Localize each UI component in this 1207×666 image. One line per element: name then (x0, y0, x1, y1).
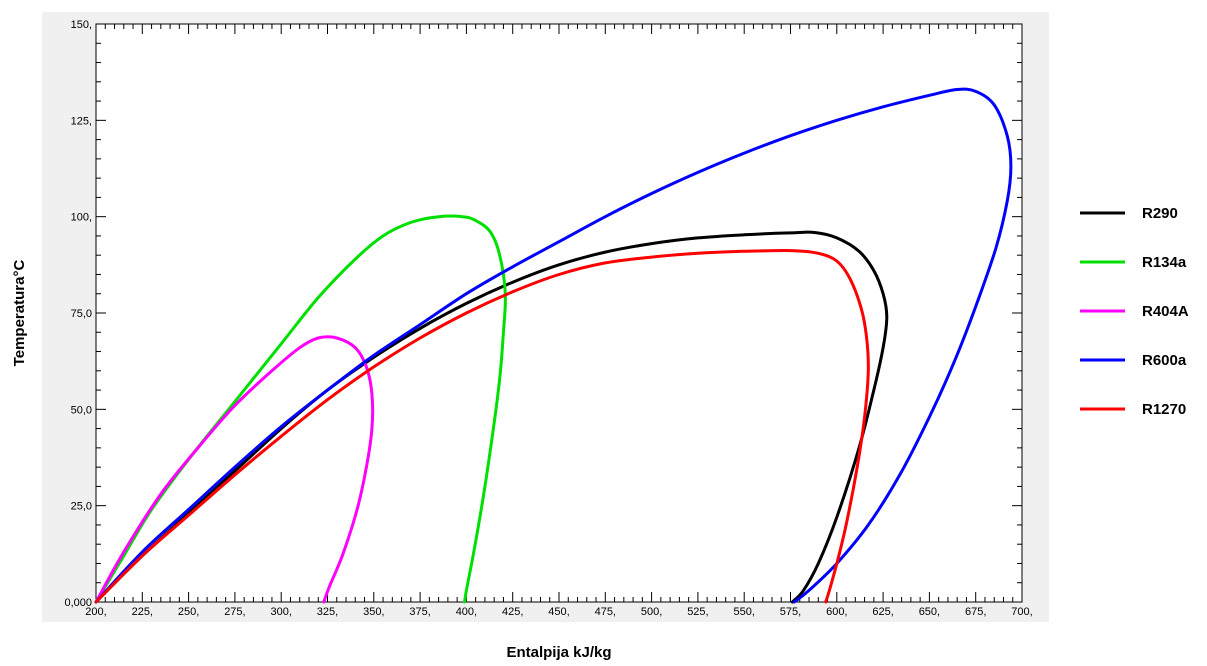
series-line-r404a (94, 335, 375, 604)
x-tick-label: 325, (317, 606, 338, 618)
legend-label-r134a: R134a (1142, 254, 1187, 271)
y-tick-label: 100, (71, 212, 92, 224)
x-tick-label: 200, (85, 606, 106, 618)
x-tick-label: 275, (224, 606, 245, 618)
x-tick-label: 475, (595, 606, 616, 618)
x-tick-label: 525, (687, 606, 708, 618)
x-tick-label: 600, (826, 606, 847, 618)
x-tick-label: 700, (1011, 606, 1032, 618)
y-axis-tick-labels: 0,000 25,0 50,0 75,0 100, 125, 150, (64, 19, 92, 609)
legend-label-r1270: R1270 (1142, 401, 1186, 418)
legend-label-r404a: R404A (1142, 303, 1189, 320)
series-line-r600a (94, 87, 1013, 604)
x-tick-label: 575, (780, 606, 801, 618)
plot-area (95, 23, 1023, 603)
x-tick-label: 625, (872, 606, 893, 618)
legend-label-r600a: R600a (1142, 352, 1187, 369)
x-tick-label: 450, (548, 606, 569, 618)
y-tick-label: 0,000 (64, 597, 92, 609)
x-axis-title: Entalpija kJ/kg (506, 644, 611, 661)
x-tick-label: 375, (409, 606, 430, 618)
x-tick-label: 650, (919, 606, 940, 618)
x-axis-ticks (95, 24, 1023, 602)
x-tick-label: 300, (270, 606, 291, 618)
legend-label-r290: R290 (1142, 205, 1178, 222)
y-axis-title: Temperatura°C (11, 260, 28, 367)
y-axis-ticks (96, 23, 1022, 603)
x-tick-label: 425, (502, 606, 523, 618)
x-axis-tick-labels: 200, 225, 250, 275, 300, 325, 350, 375, 400, 425,… (85, 606, 1032, 618)
x-tick-label: 550, (733, 606, 754, 618)
series-line-r1270 (94, 249, 870, 604)
y-tick-label: 25,0 (71, 501, 92, 513)
y-tick-label: 75,0 (71, 308, 92, 320)
x-tick-label: 675, (965, 606, 986, 618)
x-tick-label: 225, (132, 606, 153, 618)
y-tick-label: 150, (71, 19, 92, 31)
y-tick-label: 50,0 (71, 404, 92, 416)
x-tick-label: 500, (641, 606, 662, 618)
x-tick-label: 350, (363, 606, 384, 618)
y-tick-label: 125, (71, 115, 92, 127)
series-lines (94, 87, 1013, 604)
legend: R290 R134a R404A R600a R1270 (1080, 205, 1189, 418)
x-tick-label: 250, (178, 606, 199, 618)
x-tick-label: 400, (456, 606, 477, 618)
